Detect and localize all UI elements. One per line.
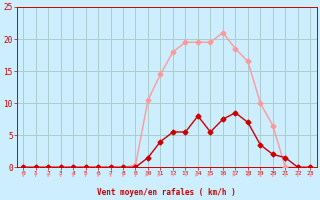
X-axis label: Vent moyen/en rafales ( km/h ): Vent moyen/en rafales ( km/h )	[97, 188, 236, 197]
